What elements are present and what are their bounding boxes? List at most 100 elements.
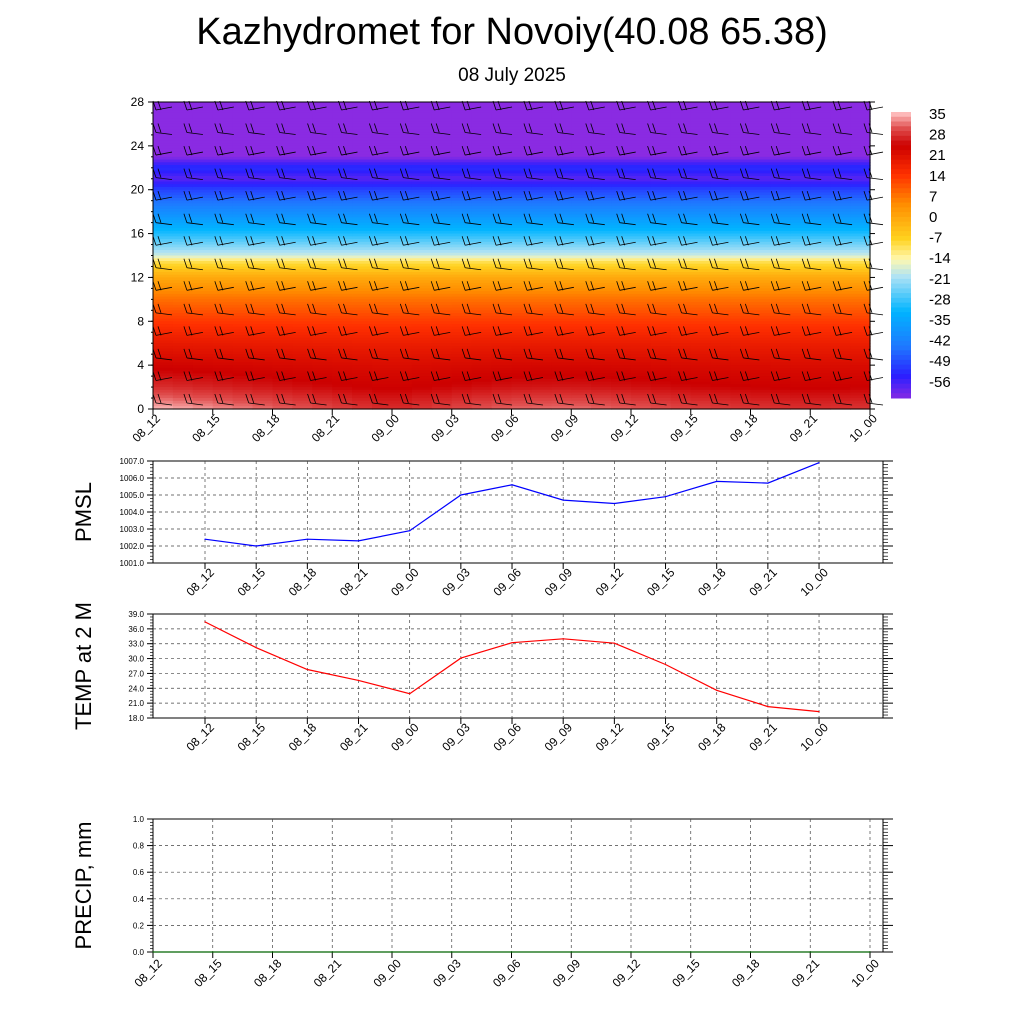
heatmap-cell	[571, 302, 592, 306]
heatmap-cell	[690, 263, 712, 268]
heatmap-cell	[312, 332, 333, 336]
heatmap-cell	[491, 329, 513, 333]
heatmap-cell	[631, 302, 652, 306]
heatmap-cell	[571, 244, 592, 248]
heatmap-cell	[491, 406, 513, 410]
heatmap-cell	[252, 184, 274, 188]
heatmap-cell	[571, 154, 592, 158]
heatmap-cell	[750, 340, 772, 344]
heatmap-cell	[850, 165, 871, 169]
heatmap-cell	[292, 337, 313, 342]
wind-barb-feather	[430, 393, 435, 404]
heatmap-cell	[192, 145, 214, 150]
heatmap-cell	[551, 156, 572, 161]
heatmap-cell	[710, 255, 732, 259]
heatmap-cell	[710, 200, 732, 205]
heatmap-cell	[631, 392, 652, 396]
heatmap-cell	[531, 365, 552, 369]
wind-barb	[186, 222, 203, 226]
heatmap-cell	[531, 173, 552, 177]
wind-barb	[310, 241, 327, 246]
heatmap-cell	[690, 211, 712, 215]
heatmap-cell	[451, 400, 473, 405]
heatmap-cell	[212, 102, 234, 106]
heatmap-cell	[451, 173, 473, 177]
wind-barb-feather	[652, 145, 656, 156]
heatmap-cell	[810, 345, 831, 350]
wind-barb-feather	[219, 213, 224, 223]
heatmap-cell	[212, 277, 234, 281]
heatmap-cell	[670, 165, 692, 169]
wind-barb	[279, 177, 296, 181]
heatmap-cell	[252, 324, 274, 328]
wind-barb-feather	[744, 348, 749, 359]
wind-barb-feather	[554, 145, 559, 156]
heatmap-cell	[770, 151, 791, 155]
heatmap-cell	[252, 296, 274, 300]
heatmap-cell	[571, 186, 592, 191]
wind-barb	[805, 222, 822, 226]
wind-barb-feather	[435, 123, 440, 133]
wind-barb-feather	[374, 348, 378, 359]
heatmap-cell	[551, 145, 572, 150]
heatmap-cell	[192, 123, 214, 128]
wind-barb	[650, 331, 667, 336]
heatmap-cell	[392, 211, 413, 215]
heatmap-cell	[750, 151, 772, 155]
heatmap-cell	[272, 189, 294, 194]
heatmap-cell	[431, 184, 453, 188]
wind-barb	[650, 222, 667, 226]
heatmap-cell	[172, 148, 194, 152]
heatmap-cell	[511, 296, 533, 300]
wind-barb-feather	[343, 236, 347, 246]
wind-barb-feather	[590, 145, 595, 156]
heatmap-cell	[471, 381, 493, 385]
wind-barb-feather	[399, 145, 404, 156]
heatmap-cell	[591, 154, 612, 158]
heatmap-cell	[531, 156, 552, 161]
wind-barb-feather	[616, 168, 621, 178]
heatmap-cell	[531, 345, 552, 350]
heatmap-cell	[790, 236, 811, 240]
heatmap-cell	[252, 186, 274, 191]
heatmap-cell	[491, 395, 513, 399]
heatmap-cell	[372, 159, 393, 163]
wind-barb	[557, 106, 574, 111]
heatmap-cell	[172, 260, 194, 265]
wind-barb-feather	[832, 303, 837, 313]
heatmap-cell	[292, 143, 313, 147]
heatmap-cell	[192, 219, 214, 224]
heatmap-cell	[850, 129, 871, 133]
heatmap-cell	[571, 260, 592, 265]
heatmap-cell	[431, 162, 453, 166]
wind-barb-feather	[343, 191, 347, 201]
heatmap-cell	[212, 302, 234, 306]
heatmap-cell	[392, 258, 413, 262]
wind-barb	[588, 241, 605, 246]
wind-barb-feather	[369, 213, 373, 223]
heatmap-cell	[272, 110, 294, 114]
heatmap-cell	[850, 348, 871, 353]
heatmap-cell	[591, 269, 612, 273]
heatmap-cell	[591, 126, 612, 131]
heatmap-cell	[431, 206, 453, 210]
wind-barb	[310, 222, 327, 226]
heatmap-cell	[372, 233, 393, 237]
heatmap-cell	[212, 291, 234, 295]
heatmap-cell	[252, 400, 274, 405]
heatmap-cell	[252, 189, 274, 194]
wind-barb	[712, 331, 729, 336]
heatmap-cell	[272, 392, 294, 396]
heatmap-cell	[411, 367, 433, 372]
heatmap-cell	[272, 195, 294, 199]
heatmap-cell	[332, 219, 353, 224]
heatmap-cell	[153, 170, 174, 174]
heatmap-cell	[631, 208, 652, 213]
heatmap-cell	[710, 334, 732, 339]
heatmap-cell	[611, 208, 632, 213]
heatmap-cell	[690, 274, 712, 279]
heatmap-cell	[571, 370, 592, 374]
wind-barb	[403, 177, 420, 181]
heatmap-cell	[491, 247, 513, 251]
wind-barb-feather	[590, 348, 595, 359]
